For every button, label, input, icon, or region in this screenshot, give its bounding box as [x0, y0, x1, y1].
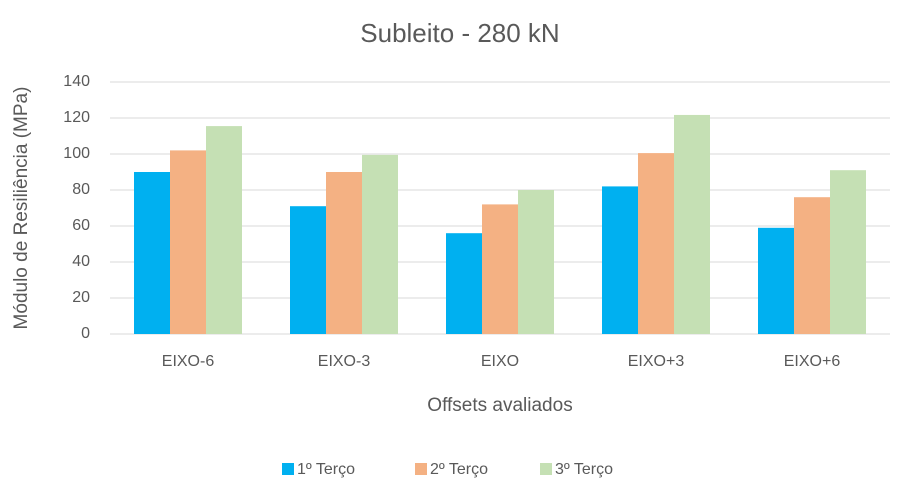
x-tick-label: EIXO+6 — [784, 353, 841, 370]
legend-label: 2º Terço — [430, 461, 488, 478]
legend-swatch — [540, 463, 552, 475]
y-tick-label: 60 — [72, 217, 90, 234]
bar — [758, 227, 794, 334]
x-tick-label: EIXO-6 — [162, 353, 215, 370]
x-tick-label: EIXO — [481, 353, 519, 370]
y-tick-label: 40 — [72, 253, 90, 270]
y-axis-label: Módulo de Resiliência (MPa) — [11, 87, 32, 330]
legend-label: 3º Terço — [555, 461, 613, 478]
legend-swatch — [282, 463, 294, 475]
y-tick-label: 100 — [63, 145, 90, 162]
bar — [830, 170, 866, 334]
chart-title: Subleito - 280 kN — [360, 18, 559, 48]
bar — [290, 206, 326, 334]
y-tick-label: 140 — [63, 73, 90, 90]
legend-label: 1º Terço — [297, 461, 355, 478]
y-tick-label: 80 — [72, 181, 90, 198]
y-tick-label: 0 — [81, 325, 90, 342]
legend-swatch — [415, 463, 427, 475]
y-tick-label: 20 — [72, 289, 90, 306]
x-tick-label: EIXO+3 — [628, 353, 685, 370]
bar — [638, 153, 674, 334]
bar — [482, 204, 518, 334]
bar — [518, 190, 554, 334]
bar — [326, 172, 362, 334]
bar — [362, 154, 398, 334]
bar — [602, 186, 638, 334]
x-tick-label: EIXO-3 — [318, 353, 371, 370]
bar — [446, 233, 482, 334]
bar — [206, 126, 242, 334]
y-tick-label: 120 — [63, 109, 90, 126]
bar — [794, 197, 830, 334]
x-axis-label: Offsets avaliados — [427, 395, 572, 416]
bar — [674, 114, 710, 334]
bar — [170, 150, 206, 334]
bar — [134, 172, 170, 334]
